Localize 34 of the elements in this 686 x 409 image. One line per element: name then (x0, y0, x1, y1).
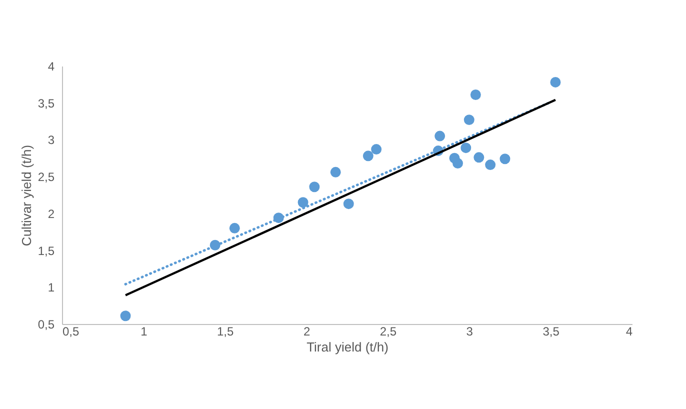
point (362, 150, 374, 162)
y-tick-label: 3,5 (38, 96, 55, 110)
point (460, 142, 472, 154)
point (470, 90, 481, 100)
x-tick-label: 1 (140, 324, 148, 338)
y-tick-label: 2,5 (38, 170, 55, 184)
y-tick-label: 4 (48, 60, 55, 74)
y-tick-label: 2 (48, 206, 55, 221)
point (464, 114, 474, 126)
point (343, 198, 354, 210)
point (298, 197, 308, 208)
y-tick-label: 1,5 (38, 244, 55, 258)
point (330, 166, 341, 178)
point (229, 222, 240, 234)
x-tick-label: 2,5 (380, 324, 397, 338)
x-tick-label: 2 (303, 324, 310, 338)
y-tick-label: 3 (48, 133, 55, 148)
y-tick-label: 1 (48, 280, 55, 295)
point (474, 152, 484, 163)
point (371, 144, 382, 155)
x-tick-label: 0,5 (62, 324, 80, 338)
x-tick-label: 3 (466, 324, 474, 338)
point (309, 182, 320, 192)
point (485, 160, 496, 170)
x-axis-title: Tiral yield (t/h) (306, 340, 388, 354)
point (452, 158, 463, 169)
point (120, 310, 131, 322)
x-tick-label: 3,5 (542, 324, 560, 338)
x-tick-label: 1,5 (217, 324, 234, 338)
point (434, 130, 446, 142)
x-tick-label: 4 (626, 324, 633, 338)
point (550, 76, 561, 88)
y-axis-title: Cultivar yield (t/h) (18, 144, 34, 246)
point (500, 154, 510, 164)
